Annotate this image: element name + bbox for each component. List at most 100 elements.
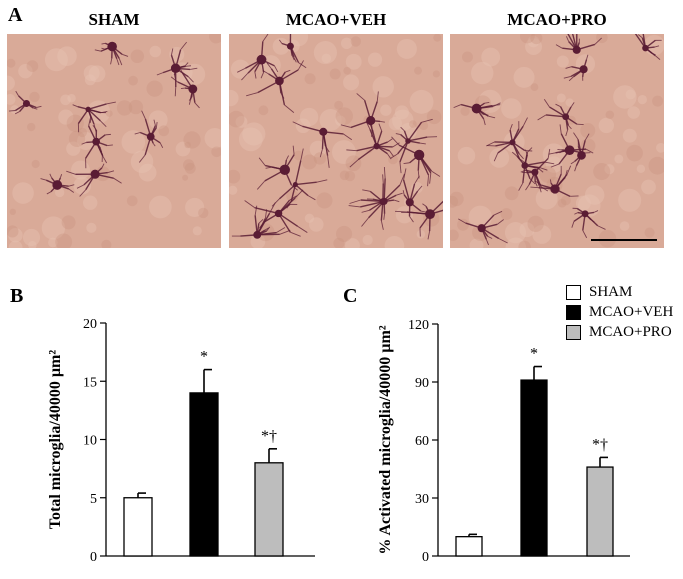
tissue-texture: [636, 164, 646, 174]
tissue-texture: [88, 65, 106, 83]
tissue-texture: [367, 52, 383, 67]
tissue-texture: [336, 225, 353, 242]
tissue-texture: [604, 164, 615, 175]
tissue-texture: [185, 197, 205, 218]
micrograph-mcao-pro: [450, 34, 664, 248]
tissue-texture: [556, 55, 569, 68]
legend-swatch-sham: [566, 284, 581, 300]
bar-mcao-veh: [520, 379, 548, 557]
tissue-texture: [250, 234, 266, 248]
tissue-texture: [48, 237, 58, 248]
tissue-texture: [593, 163, 611, 181]
microglia-cell: [548, 124, 594, 168]
tissue-texture: [68, 130, 86, 147]
tissue-texture: [519, 222, 535, 238]
tissue-texture: [148, 110, 168, 130]
microglia-cell: [395, 200, 443, 240]
tissue-texture: [77, 132, 95, 151]
tissue-texture: [138, 163, 157, 182]
micrograph-sham: [7, 34, 221, 248]
tissue-texture: [9, 208, 17, 216]
tissue-texture: [130, 49, 145, 64]
tissue-texture: [557, 198, 567, 208]
tissue-texture: [301, 154, 317, 170]
tissue-texture: [335, 115, 346, 127]
microglia-cell: [453, 102, 501, 126]
tissue-texture: [175, 141, 191, 157]
tissue-texture: [31, 159, 40, 169]
tissue-texture: [605, 110, 615, 120]
tissue-texture: [489, 147, 510, 168]
bar-mcao-pro: [586, 466, 614, 557]
tissue-texture: [242, 122, 266, 146]
legend-label-mcao-veh: MCAO+VEH: [589, 303, 674, 320]
tissue-texture: [128, 75, 138, 86]
tissue-texture: [575, 195, 591, 211]
tissue-texture: [450, 229, 459, 241]
tissue-texture: [198, 207, 209, 219]
significance-marker: *: [200, 349, 208, 366]
microglia-cell: [81, 117, 113, 169]
microglia-cell: [278, 34, 307, 69]
image-title-mcao-pro: MCAO+PRO: [507, 10, 607, 29]
microglia-cell: [349, 166, 403, 227]
microglia-cell: [563, 54, 589, 82]
microglia-cell: [571, 207, 606, 239]
microglia-cell: [94, 41, 129, 66]
tissue-texture: [272, 37, 290, 55]
tissue-texture: [457, 218, 469, 231]
tissue-texture: [229, 89, 239, 107]
tissue-texture: [61, 215, 76, 230]
y-tick-label: 0: [90, 550, 97, 565]
tissue-texture: [350, 36, 362, 47]
microglia-cell: [134, 110, 164, 163]
tissue-texture: [211, 146, 221, 158]
tissue-texture: [504, 222, 527, 244]
legend-item-mcao-veh: MCAO+VEH: [566, 302, 673, 322]
microglia-cell: [256, 145, 298, 191]
legend-swatch-mcao-pro: [566, 324, 581, 340]
tissue-texture: [409, 120, 417, 128]
tissue-texture: [513, 66, 535, 88]
tissue-texture: [450, 195, 459, 208]
tissue-texture: [183, 131, 201, 149]
tissue-texture: [86, 222, 97, 233]
tissue-texture: [334, 100, 344, 110]
microglia-cell: [156, 41, 198, 97]
tissue-texture: [519, 34, 535, 44]
significance-marker: *†: [261, 428, 277, 445]
tissue-texture: [309, 217, 324, 232]
tissue-texture: [55, 233, 73, 248]
tissue-texture: [12, 182, 34, 204]
legend-label-sham: SHAM: [589, 283, 633, 300]
tissue-texture: [77, 127, 88, 138]
tissue-texture: [83, 65, 100, 82]
tissue-texture: [641, 179, 656, 195]
tissue-texture: [182, 159, 195, 171]
tissue-texture: [316, 192, 333, 209]
tissue-texture: [460, 106, 470, 116]
tissue-texture: [416, 230, 426, 239]
tissue-texture: [598, 229, 617, 248]
y-axis-label: Total microglia/40000 µm²: [47, 350, 64, 530]
microglia-cell: [244, 189, 308, 237]
microglia-cell: [246, 60, 304, 113]
tissue-texture: [121, 130, 146, 154]
tissue-texture: [149, 45, 162, 58]
tissue-texture: [29, 91, 40, 103]
tissue-texture: [619, 221, 630, 231]
tissue-texture: [192, 226, 202, 236]
tissue-texture: [54, 187, 65, 198]
tissue-texture: [644, 227, 655, 238]
significance-marker: *†: [592, 436, 608, 453]
tissue-texture: [565, 98, 574, 107]
tissue-texture: [394, 105, 409, 120]
tissue-texture: [637, 94, 647, 105]
tissue-texture: [204, 127, 221, 149]
tissue-texture: [481, 47, 501, 67]
panel-letter-a: A: [8, 4, 23, 26]
microglia-cell: [486, 117, 533, 165]
tissue-texture: [41, 216, 66, 240]
tissue-texture: [7, 93, 16, 105]
legend-swatch-mcao-veh: [566, 304, 581, 320]
